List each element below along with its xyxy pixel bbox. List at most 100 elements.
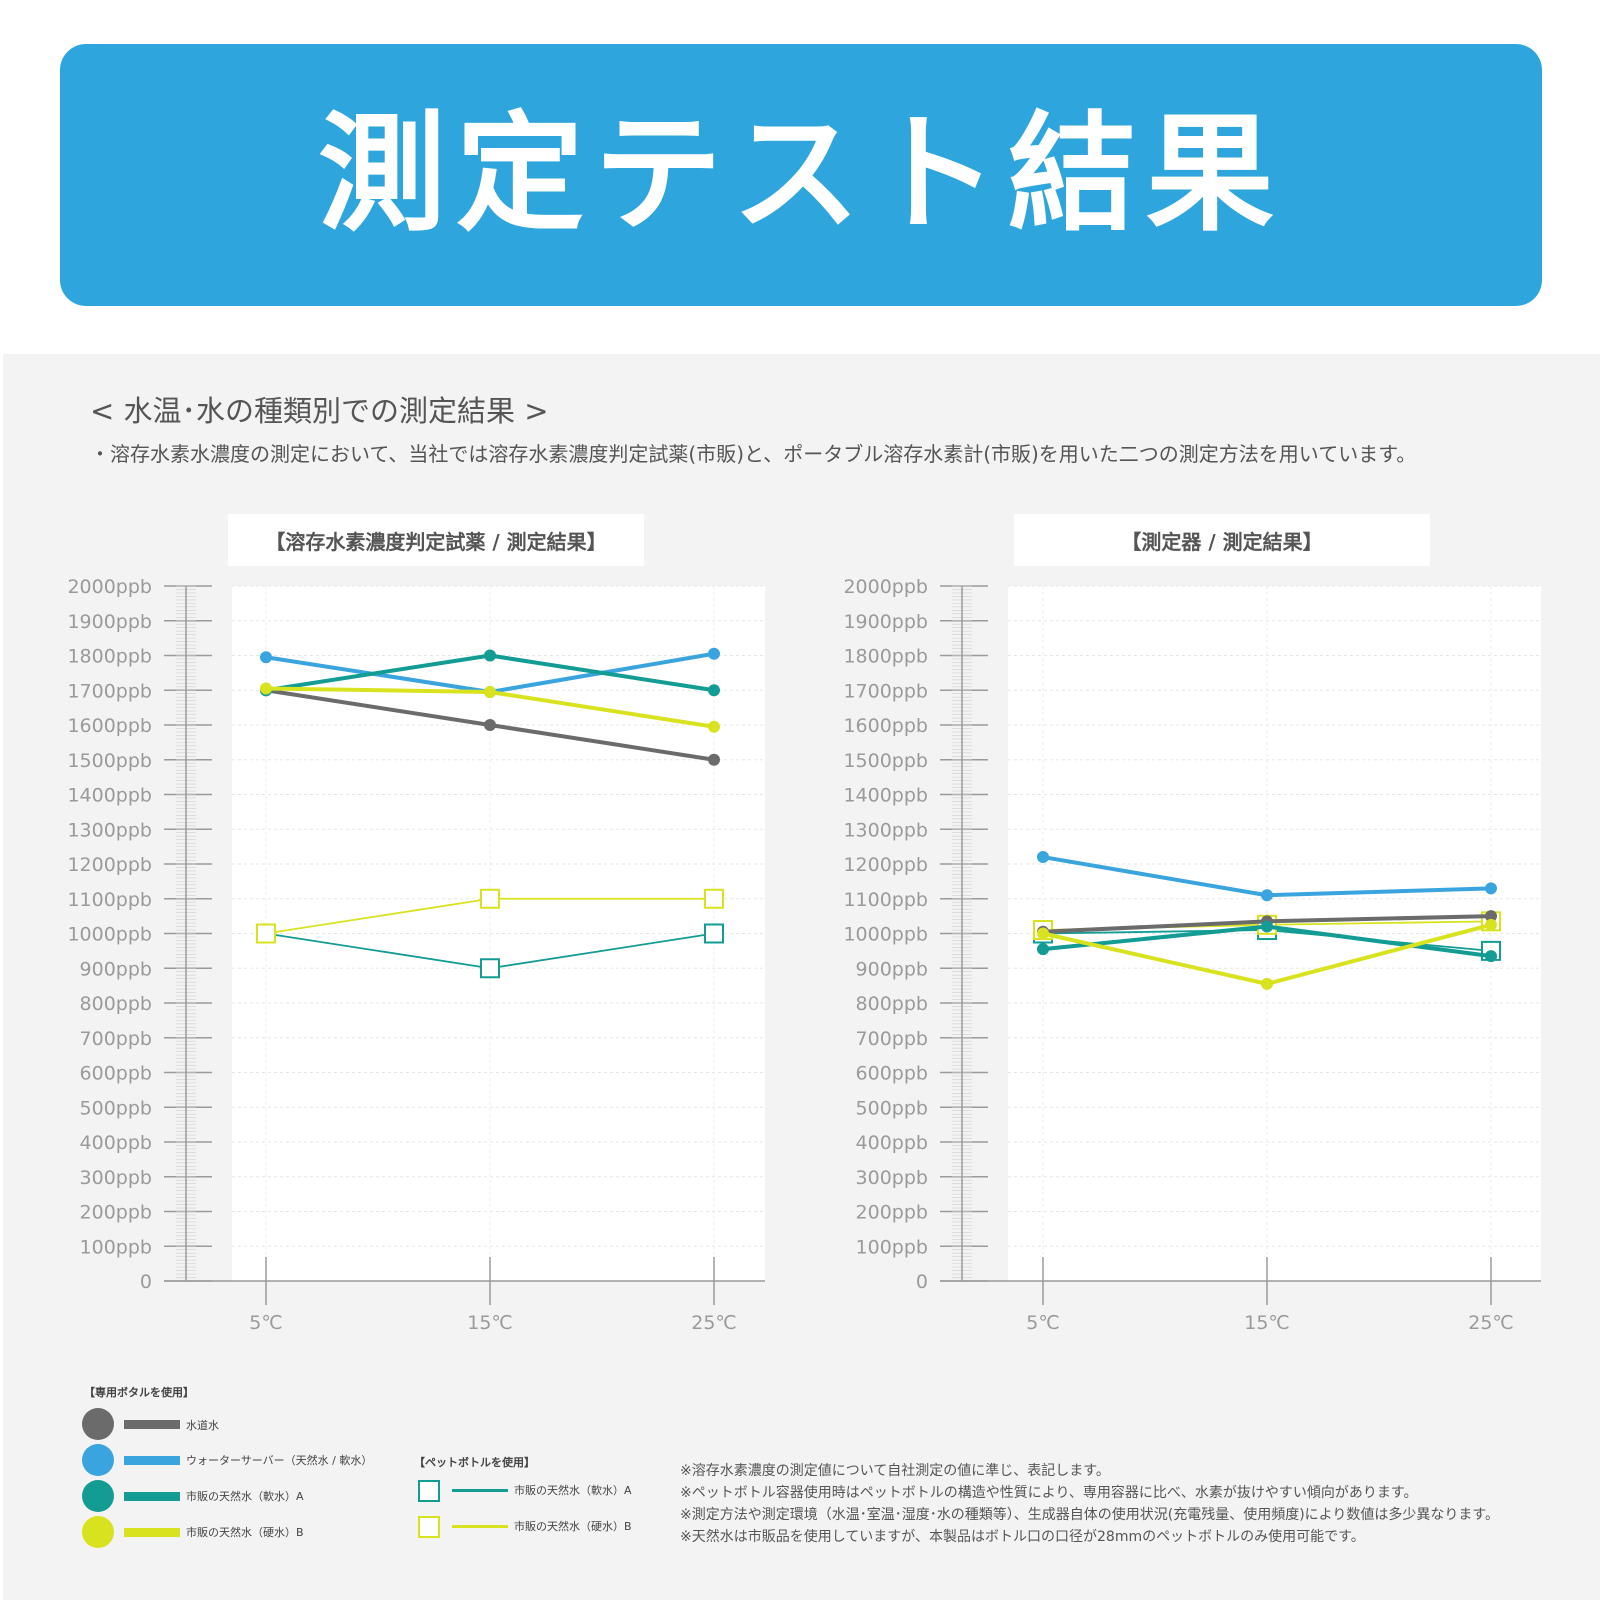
y-tick-label: 100ppb (856, 1236, 928, 1258)
footnotes: ※溶存水素濃度の測定値について自社測定の値に準じ、表記します。 ※ペットボトル容… (680, 1460, 1499, 1548)
data-point-square (704, 923, 724, 944)
y-tick-label: 1000ppb (67, 924, 152, 946)
y-tick-label: 200ppb (80, 1202, 152, 1224)
legend-line-hard-water (452, 1525, 508, 1528)
footnote: ※ペットボトル容器使用時はペットボトルの構造や性質により、専用容器に比べ、水素が… (680, 1485, 1418, 1501)
legend-line-soft-water (452, 1489, 508, 1492)
legend-label-pet-hard-water: 市販の天然水（硬水）B (514, 1520, 632, 1533)
legend-label-hard-water: 市販の天然水（硬水）B (186, 1526, 304, 1539)
y-tick-label: 100ppb (80, 1236, 152, 1258)
y-tick-label: 1800ppb (843, 646, 928, 668)
y-tick-label: 500ppb (80, 1097, 152, 1119)
data-point (1037, 927, 1049, 940)
legend-dedicated-heading: 【専用ボタルを使用】 (84, 1386, 194, 1399)
y-tick-label: 1100ppb (67, 889, 152, 911)
x-tick-label: 25℃ (691, 1312, 737, 1334)
y-tick-label: 1000ppb (843, 924, 928, 946)
y-tick-label: 1900ppb (67, 611, 152, 633)
y-tick-label: 1600ppb (843, 715, 928, 737)
x-tick-label: 5℃ (249, 1312, 282, 1334)
title-banner: 測定テスト結果 (60, 44, 1542, 306)
y-tick-label: 2000ppb (67, 576, 152, 598)
y-tick-label: 200ppb (856, 1202, 928, 1224)
legend-bar-water-server (124, 1456, 180, 1465)
y-tick-label: 900ppb (856, 958, 928, 980)
data-point (1261, 920, 1273, 933)
y-tick-label: 1600ppb (67, 715, 152, 737)
chart-1-title: 【溶存水素濃度判定試薬 / 測定結果】 (228, 514, 644, 566)
y-tick-label: 2000ppb (843, 576, 928, 598)
x-tick-label: 15℃ (467, 1312, 513, 1334)
data-point (708, 720, 720, 733)
y-tick-label: 700ppb (80, 1028, 152, 1050)
legend-pet-heading: 【ペットボトルを使用】 (414, 1456, 535, 1469)
y-tick-label: 700ppb (856, 1028, 928, 1050)
y-tick-label: 1300ppb (843, 819, 928, 841)
legend-label-tap-water: 水道水 (186, 1419, 219, 1432)
y-tick-label: 1200ppb (843, 854, 928, 876)
data-point (1485, 918, 1497, 931)
footnote: ※天然水は市販品を使用していますが、本製品はボトル口の口径が28mmのペットボト… (680, 1529, 1365, 1545)
charts-canvas: 0 100ppb 200ppb 300ppb 400ppb 500ppb 600ppb 700… (67, 576, 1541, 1334)
data-point (708, 753, 720, 766)
data-point (1261, 977, 1273, 990)
data-point (708, 684, 720, 697)
y-tick-label: 1300ppb (67, 819, 152, 841)
data-point (484, 719, 496, 731)
y-tick-label: 1100ppb (843, 889, 928, 911)
page-title: 測定テスト結果 (317, 100, 1284, 249)
chart-2-title: 【測定器 / 測定結果】 (1014, 514, 1430, 566)
y-tick-label: 900ppb (80, 958, 152, 980)
y-tick-label: 1700ppb (843, 680, 928, 702)
data-point (1485, 882, 1497, 895)
y-tick-label: 600ppb (80, 1063, 152, 1085)
data-point (484, 685, 496, 698)
y-tick-label: 1500ppb (843, 750, 928, 772)
y-tick-label: 0 (140, 1271, 152, 1293)
y-tick-label: 1700ppb (67, 680, 152, 702)
legend-label-soft-water: 市販の天然水（軟水）A (186, 1490, 304, 1503)
x-tick-label: 15℃ (1244, 1312, 1290, 1334)
footnote: ※溶存水素濃度の測定値について自社測定の値に準じ、表記します。 (680, 1463, 1110, 1479)
y-tick-label: 1200ppb (67, 854, 152, 876)
y-tick-label: 800ppb (856, 993, 928, 1015)
y-tick-label: 1900ppb (843, 611, 928, 633)
data-point (1261, 889, 1273, 902)
x-tick-label: 5℃ (1026, 1312, 1059, 1334)
legend-bar-soft-water (124, 1492, 180, 1501)
y-tick-label: 800ppb (80, 993, 152, 1015)
legend-label-pet-soft-water: 市販の天然水（軟水）A (514, 1484, 632, 1497)
data-point-square (480, 958, 500, 979)
legend-dot-hard-water (82, 1516, 114, 1548)
data-point (708, 647, 720, 660)
legend-label-water-server: ウォーターサーバー（天然水 / 軟水） (186, 1454, 373, 1467)
y-tick-label: 0 (916, 1271, 928, 1293)
data-point (1485, 910, 1497, 923)
section-description: ・溶存水素水濃度の測定において、当社では溶存水素濃度判定試薬(市販)と、ポータブ… (90, 442, 1417, 466)
y-tick-label: 1500ppb (67, 750, 152, 772)
legend-dot-water-server (82, 1444, 114, 1476)
y-tick-label: 500ppb (856, 1097, 928, 1119)
y-tick-label: 1400ppb (67, 785, 152, 807)
data-point (1037, 943, 1049, 956)
data-point-square (480, 888, 500, 909)
legend-dot-tap-water (82, 1408, 114, 1440)
data-point-square (256, 923, 276, 944)
x-tick-label: 25℃ (1468, 1312, 1514, 1334)
data-point (1037, 851, 1049, 864)
data-point (260, 682, 272, 695)
y-tick-label: 300ppb (856, 1167, 928, 1189)
legend-bar-tap-water (124, 1420, 180, 1429)
y-tick-label: 400ppb (80, 1132, 152, 1154)
legend-square-hard-water (418, 1516, 440, 1538)
data-point (260, 651, 272, 664)
legend-bar-hard-water (124, 1528, 180, 1537)
y-tick-label: 400ppb (856, 1132, 928, 1154)
y-tick-label: 600ppb (856, 1063, 928, 1085)
y-tick-label: 1800ppb (67, 646, 152, 668)
y-tick-label: 1400ppb (843, 785, 928, 807)
section-heading: < 水温･水の種類別での測定結果 > (90, 394, 549, 428)
y-tick-label: 300ppb (80, 1167, 152, 1189)
legend-square-soft-water (418, 1480, 440, 1502)
data-point-square (704, 888, 724, 909)
